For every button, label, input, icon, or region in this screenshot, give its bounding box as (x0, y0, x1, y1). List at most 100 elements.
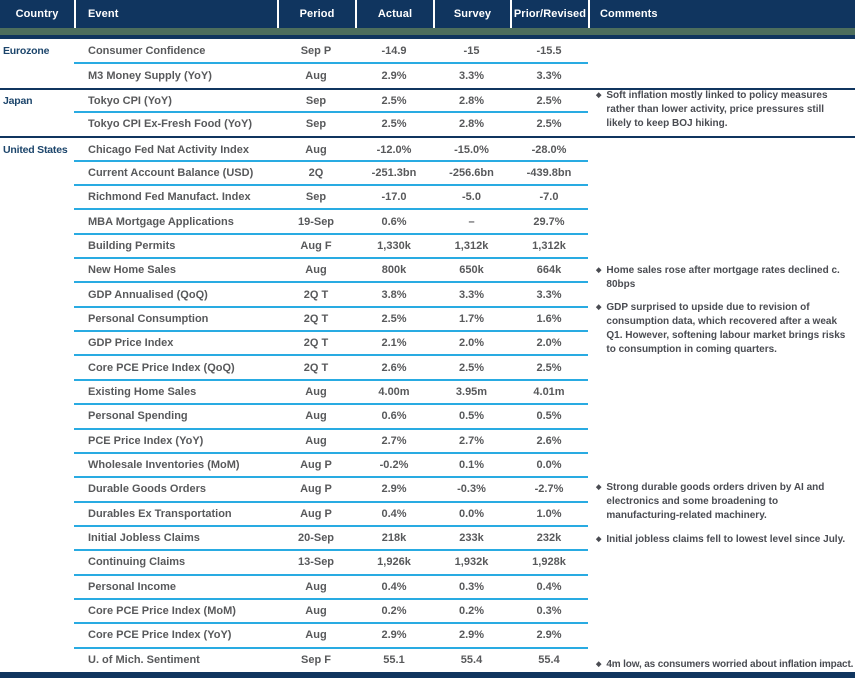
table-row: GDP Annualised (QoQ) 2Q T 3.8% 3.3% 3.3% (0, 282, 855, 308)
row-divider (74, 232, 588, 235)
table-row: Richmond Fed Manufact. Index Sep -17.0 -5.0… (0, 185, 855, 211)
actual-value: 218k (381, 532, 407, 545)
table-row: Initial Jobless Claims 20-Sep 218k 233k 232k (0, 526, 855, 552)
row-divider (74, 427, 588, 430)
actual-value: 0.6% (381, 215, 407, 228)
event-label: Durable Goods Orders (88, 483, 206, 496)
header-event: Event (74, 0, 277, 28)
comment-text: 4m low, as consumers worried about infla… (606, 658, 854, 670)
bullet-icon: ◆ (596, 91, 602, 99)
row-divider (74, 354, 588, 357)
actual-value: 4.00m (378, 385, 410, 398)
table-row: Wholesale Inventories (MoM) Aug P -0.2% 0.1… (0, 453, 855, 479)
prior-revised-value: -2.7% (534, 483, 564, 496)
event-label: Existing Home Sales (88, 385, 197, 398)
survey-value: 0.0% (458, 507, 485, 520)
header-period: Period (277, 0, 355, 28)
prior-revised-value: 2.5% (536, 361, 562, 374)
comment-text: Strong durable goods orders driven by AI… (606, 482, 825, 522)
prior-revised-value: 3.3% (536, 69, 562, 82)
survey-value: 1,932k (454, 556, 489, 569)
actual-value: 2.5% (381, 94, 407, 107)
comment-text: Soft inflation mostly linked to policy m… (606, 89, 828, 129)
bullet-icon: ◆ (596, 660, 602, 668)
event-label: Richmond Fed Manufact. Index (88, 191, 251, 204)
prior-revised-value: 3.3% (536, 288, 562, 301)
row-divider (74, 549, 588, 552)
prior-revised-value: 1,928k (532, 556, 566, 569)
period-value: 2Q T (303, 361, 329, 374)
event-label: New Home Sales (88, 264, 177, 277)
survey-value: 0.3% (458, 580, 485, 593)
survey-value: 0.2% (458, 605, 485, 618)
prior-revised-value: 1.0% (536, 507, 562, 520)
event-label: Personal Income (88, 580, 177, 593)
survey-value: 2.0% (458, 337, 485, 350)
actual-value: 2.1% (381, 337, 407, 350)
row-divider (74, 403, 588, 406)
row-divider (74, 646, 588, 649)
event-label: M3 Money Supply (YoY) (88, 69, 212, 82)
row-divider (74, 208, 588, 211)
prior-revised-value: 1.6% (536, 312, 562, 325)
table-row: Core PCE Price Index (YoY) Aug 2.9% 2.9% 2.9… (0, 623, 855, 649)
event-label: Chicago Fed Nat Activity Index (88, 143, 249, 156)
comments-column: ◆ Soft inflation mostly linked to policy … (588, 0, 855, 678)
period-value: Aug P (300, 483, 332, 496)
prior-revised-value: 0.0% (536, 459, 562, 472)
event-label: Personal Spending (88, 410, 188, 423)
table-row: United States Chicago Fed Nat Activity In… (0, 136, 855, 162)
period-value: Aug (305, 69, 327, 82)
survey-value: -15.0% (454, 143, 489, 156)
table-row: MBA Mortgage Applications 19-Sep 0.6% – 29.7… (0, 209, 855, 235)
survey-value: 650k (459, 264, 484, 277)
survey-value: – (468, 215, 475, 228)
survey-value: -5.0 (462, 191, 481, 204)
period-value: Sep P (300, 45, 332, 58)
actual-value: 1,926k (377, 556, 411, 569)
survey-value: 3.3% (458, 69, 485, 82)
table-row: New Home Sales Aug 800k 650k 664k (0, 258, 855, 284)
event-label: Continuing Claims (88, 556, 186, 569)
actual-value: 2.7% (381, 434, 407, 447)
actual-value: 0.6% (381, 410, 407, 423)
table-row: Personal Consumption 2Q T 2.5% 1.7% 1.6% (0, 307, 855, 333)
event-label: Tokyo CPI Ex-Fresh Food (YoY) (88, 118, 252, 131)
row-divider (74, 476, 588, 479)
event-label: MBA Mortgage Applications (88, 215, 234, 228)
header-accent-stripe (0, 28, 855, 35)
row-divider (74, 281, 588, 284)
actual-value: -14.9 (381, 45, 407, 58)
bullet-icon: ◆ (596, 535, 602, 543)
event-label: Current Account Balance (USD) (88, 166, 254, 179)
period-value: Aug (305, 605, 327, 618)
table-row: PCE Price Index (YoY) Aug 2.7% 2.7% 2.6% (0, 429, 855, 454)
survey-value: -0.3% (457, 483, 486, 496)
header-country: Country (15, 8, 59, 20)
row-divider (74, 524, 588, 527)
table-row: M3 Money Supply (YoY) Aug 2.9% 3.3% 3.3% (0, 63, 855, 87)
prior-revised-value: 0.4% (536, 580, 562, 593)
actual-value: 3.8% (381, 288, 407, 301)
table-row: Tokyo CPI Ex-Fresh Food (YoY) Sep 2.5% 2.8%… (0, 112, 855, 136)
bullet-icon: ◆ (596, 484, 602, 492)
period-value: 2Q T (303, 337, 329, 350)
comment-note: ◆ 4m low, as consumers worried about infl… (596, 658, 854, 672)
period-value: Aug (305, 580, 327, 593)
event-label: GDP Price Index (88, 337, 174, 350)
survey-value: 1,312k (454, 239, 489, 252)
actual-value: 2.5% (381, 312, 407, 325)
period-value: Aug P (300, 459, 332, 472)
actual-value: -251.3bn (371, 166, 417, 179)
prior-revised-value: -439.8bn (526, 166, 572, 179)
row-divider (74, 257, 588, 260)
row-divider (74, 451, 588, 454)
period-value: Aug P (300, 507, 332, 520)
survey-value: 1.7% (458, 312, 485, 325)
actual-value: 1,330k (377, 239, 411, 252)
prior-revised-value: -15.5 (536, 45, 562, 58)
event-label: GDP Annualised (QoQ) (88, 288, 208, 301)
header-prior-revised: Prior/Revised (510, 0, 588, 28)
comment-note: ◆ Strong durable goods orders driven by A… (596, 481, 851, 523)
row-divider (74, 622, 588, 625)
